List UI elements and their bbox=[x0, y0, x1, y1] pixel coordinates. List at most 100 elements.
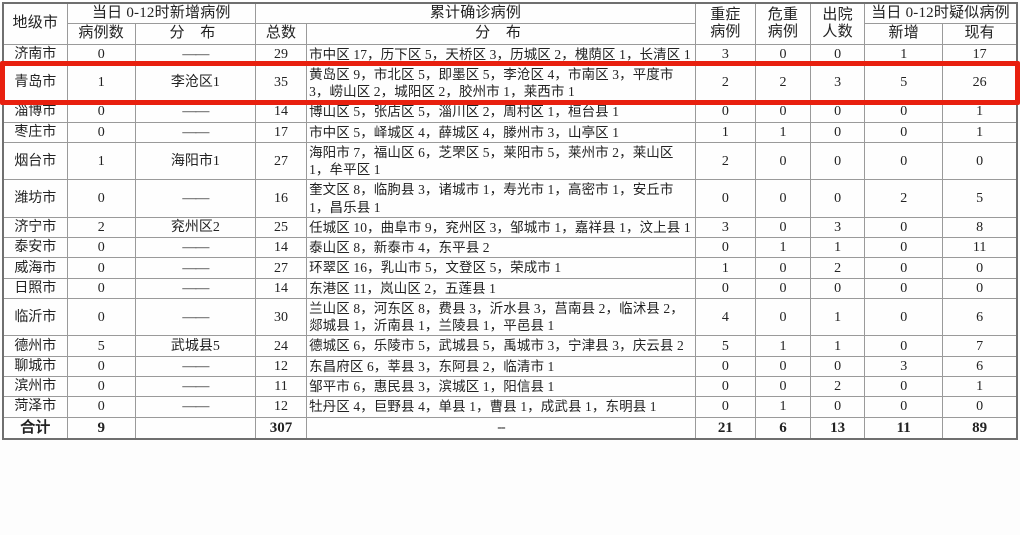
header-group-new-today: 当日 0-12时新增病例 bbox=[66, 2, 256, 25]
row-city: 潍坊市 bbox=[2, 179, 68, 218]
table-row[interactable]: 菏泽市 0 —— 12 牡丹区 4，巨野县 4，单县 1，曹县 1，成武县 1，东明县 … bbox=[2, 396, 1018, 418]
row-cumulative-distribution: 邹平市 6，惠民县 3，滨城区 1，阳信县 1 bbox=[306, 376, 696, 398]
row-new-count: 0 bbox=[66, 237, 136, 259]
header-severe-line1: 重症 bbox=[710, 6, 741, 23]
table-row[interactable]: 德州市 5 武城县5 24 德城区 6，乐陵市 5，武城县 5，禹城市 3，宁津县 3，… bbox=[2, 335, 1018, 357]
row-cumulative-total: 25 bbox=[254, 216, 308, 239]
row-new-count: 0 bbox=[66, 101, 136, 123]
row-new-count: 0 bbox=[66, 355, 136, 378]
row-discharged: 3 bbox=[810, 63, 866, 103]
row-discharged: 0 bbox=[810, 121, 866, 143]
row-suspected-current: 1 bbox=[942, 121, 1018, 143]
row-suspected-current: 89 bbox=[942, 416, 1018, 440]
row-suspected-new: 0 bbox=[864, 297, 944, 337]
row-suspected-new: 0 bbox=[864, 257, 944, 279]
row-discharged: 0 bbox=[810, 141, 866, 181]
header-city: 地级市 bbox=[2, 2, 68, 45]
row-cumulative-total: 307 bbox=[254, 416, 308, 440]
row-new-distribution: —— bbox=[134, 355, 256, 378]
empty-dash: —— bbox=[182, 124, 209, 140]
row-critical: 0 bbox=[754, 376, 812, 398]
header-critical: 危重 病例 bbox=[754, 2, 812, 45]
row-severe: 4 bbox=[694, 297, 756, 337]
row-cumulative-distribution: 海阳市 7，福山区 6，芝罘区 5，莱阳市 5，莱州市 2，莱山区 1，牟平区 … bbox=[306, 141, 696, 181]
row-suspected-current: 11 bbox=[942, 237, 1018, 259]
row-severe: 21 bbox=[694, 416, 756, 440]
header-discharged: 出院 人数 bbox=[810, 2, 866, 45]
table-body: 济南市 0 —— 29 市中区 17，历下区 5，天桥区 3，历城区 2，槐荫区 1，长… bbox=[2, 43, 1018, 440]
table-row[interactable]: 临沂市 0 —— 30 兰山区 8，河东区 8，费县 3，沂水县 3，莒南县 2，临沭县… bbox=[2, 297, 1018, 337]
row-cumulative-distribution: 东昌府区 6，莘县 3，东阿县 2，临清市 1 bbox=[306, 355, 696, 378]
row-cumulative-total: 14 bbox=[254, 277, 308, 299]
row-suspected-new: 1 bbox=[864, 43, 944, 65]
row-new-distribution: —— bbox=[134, 257, 256, 279]
row-critical: 0 bbox=[754, 355, 812, 378]
row-suspected-current: 0 bbox=[942, 396, 1018, 418]
header-discharged-line1: 出院 bbox=[822, 6, 853, 23]
row-new-count: 1 bbox=[66, 63, 136, 103]
row-critical: 0 bbox=[754, 179, 812, 218]
row-critical: 0 bbox=[754, 277, 812, 299]
row-critical: 1 bbox=[754, 335, 812, 357]
row-new-count: 0 bbox=[66, 396, 136, 418]
row-severe: 0 bbox=[694, 237, 756, 259]
row-discharged: 1 bbox=[810, 335, 866, 357]
row-cumulative-total: 27 bbox=[254, 257, 308, 279]
row-cumulative-distribution: 兰山区 8，河东区 8，费县 3，沂水县 3，莒南县 2，临沭县 2，郯城县 1… bbox=[306, 297, 696, 337]
table-row[interactable]: 济南市 0 —— 29 市中区 17，历下区 5，天桥区 3，历城区 2，槐荫区 1，长… bbox=[2, 43, 1018, 65]
row-suspected-current: 1 bbox=[942, 376, 1018, 398]
row-cumulative-distribution: 奎文区 8，临朐县 3，诸城市 1，寿光市 1，高密市 1，安丘市 1，昌乐县 … bbox=[306, 179, 696, 218]
empty-dash: —— bbox=[182, 104, 209, 120]
row-cumulative-distribution: 黄岛区 9，市北区 5，即墨区 5，李沧区 4，市南区 3，平度市 3，崂山区 … bbox=[306, 63, 696, 103]
row-critical: 0 bbox=[754, 43, 812, 65]
row-suspected-current: 7 bbox=[942, 335, 1018, 357]
row-suspected-current: 0 bbox=[942, 277, 1018, 299]
row-critical: 1 bbox=[754, 396, 812, 418]
row-suspected-current: 17 bbox=[942, 43, 1018, 65]
row-severe: 1 bbox=[694, 257, 756, 279]
row-suspected-current: 6 bbox=[942, 297, 1018, 337]
row-new-count: 0 bbox=[66, 257, 136, 279]
header-severe-line2: 病例 bbox=[710, 23, 741, 40]
header-critical-line1: 危重 bbox=[767, 6, 799, 23]
table-row[interactable]: 济宁市 2 兖州区2 25 任城区 10，曲阜市 9，兖州区 3，邹城市 1，嘉祥县 1… bbox=[2, 216, 1018, 239]
row-cumulative-total: 29 bbox=[254, 43, 308, 65]
row-cumulative-total: 11 bbox=[254, 376, 308, 398]
table-row[interactable]: 潍坊市 0 —— 16 奎文区 8，临朐县 3，诸城市 1，寿光市 1，高密市 1，安丘… bbox=[2, 179, 1018, 218]
row-city: 烟台市 bbox=[2, 141, 68, 181]
empty-dash: —— bbox=[182, 309, 209, 325]
header-group-suspected: 当日 0-12时疑似病例 bbox=[864, 2, 1018, 25]
empty-dash: —— bbox=[182, 191, 209, 207]
row-city: 威海市 bbox=[2, 257, 68, 279]
row-suspected-new: 0 bbox=[864, 216, 944, 239]
header-severe: 重症 病例 bbox=[694, 2, 756, 45]
row-cumulative-total: 24 bbox=[254, 335, 308, 357]
row-suspected-new: 0 bbox=[864, 121, 944, 143]
row-city: 聊城市 bbox=[2, 355, 68, 378]
row-city: 济南市 bbox=[2, 43, 68, 65]
row-severe: 5 bbox=[694, 335, 756, 357]
row-new-distribution: —— bbox=[134, 376, 256, 398]
row-severe: 3 bbox=[694, 216, 756, 239]
row-suspected-new: 0 bbox=[864, 101, 944, 123]
row-new-count: 9 bbox=[66, 416, 136, 440]
row-new-distribution: —— bbox=[134, 237, 256, 259]
row-cumulative-distribution: 东港区 11，岚山区 2，五莲县 1 bbox=[306, 277, 696, 299]
row-suspected-new: 0 bbox=[864, 376, 944, 398]
row-cumulative-distribution: 环翠区 16，乳山市 5，文登区 5，荣成市 1 bbox=[306, 257, 696, 279]
row-discharged: 1 bbox=[810, 297, 866, 337]
empty-dash: —— bbox=[182, 379, 209, 395]
table-row[interactable]: 烟台市 1 海阳市1 27 海阳市 7，福山区 6，芝罘区 5，莱阳市 5，莱州市 2，… bbox=[2, 141, 1018, 181]
row-suspected-new: 0 bbox=[864, 396, 944, 418]
table-row[interactable]: 青岛市 1 李沧区1 35 黄岛区 9，市北区 5，即墨区 5，李沧区 4，市南区 3，… bbox=[2, 63, 1018, 103]
table-row[interactable]: 合计 9 307 -- 21 6 13 11 89 bbox=[2, 416, 1018, 440]
header-new-count: 病例数 bbox=[66, 23, 136, 45]
table-row[interactable]: 泰安市 0 —— 14 泰山区 8，新泰市 4，东平县 2 0 1 1 0 11 bbox=[2, 237, 1018, 259]
row-severe: 3 bbox=[694, 43, 756, 65]
